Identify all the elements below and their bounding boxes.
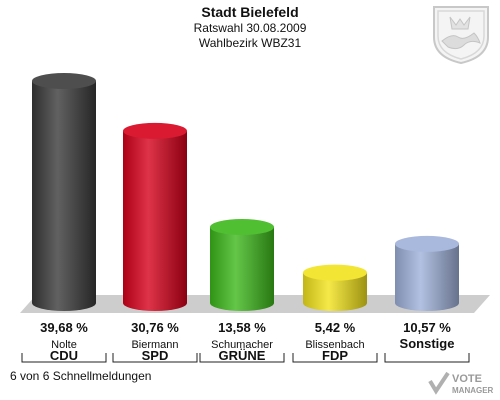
candidate-label: Biermann [131, 339, 178, 351]
report-status: 6 von 6 Schnellmeldungen [10, 369, 152, 383]
bar-top-fdp [303, 264, 367, 281]
bar-top-spd [123, 122, 187, 139]
category-bracket [112, 353, 198, 363]
bar-top-sonstige [395, 235, 459, 252]
bar-grüne [210, 227, 274, 311]
coat-of-arms-icon [433, 6, 489, 65]
candidate-label: Nolte [51, 339, 77, 351]
bar-fdp [303, 272, 367, 311]
category-bracket [199, 353, 285, 363]
category-bracket [292, 353, 378, 363]
bar-cdu [32, 80, 96, 311]
candidate-label: Blissenbach [305, 339, 364, 351]
value-label: 5,42 % [315, 320, 356, 335]
election-subtitle: Ratswahl 30.08.2009 [193, 21, 307, 35]
logo-line2: MANAGER [452, 386, 494, 395]
party-label: SPD [142, 348, 169, 363]
bar-spd [123, 130, 187, 311]
district-subtitle: Wahlbezirk WBZ31 [198, 36, 302, 50]
category-bracket [21, 353, 107, 363]
party-label: GRÜNE [219, 348, 266, 363]
vote-manager-logo: VOTE MANAGER [428, 371, 494, 395]
value-label: 39,68 % [40, 320, 88, 335]
bar-sonstige [395, 243, 459, 311]
chart-title: Stadt Bielefeld [201, 4, 299, 20]
value-label: 10,57 % [403, 320, 451, 335]
party-label: FDP [322, 348, 348, 363]
candidate-label: Schumacher [211, 339, 273, 351]
checkmark-icon [428, 371, 450, 395]
party-label: Sonstige [400, 336, 455, 351]
bar-top-grüne [210, 219, 274, 236]
logo-line1: VOTE [452, 373, 482, 385]
value-label: 30,76 % [131, 320, 179, 335]
category-bracket [384, 353, 470, 363]
party-label: CDU [50, 348, 78, 363]
value-label: 13,58 % [218, 320, 266, 335]
bar-top-cdu [32, 72, 96, 89]
